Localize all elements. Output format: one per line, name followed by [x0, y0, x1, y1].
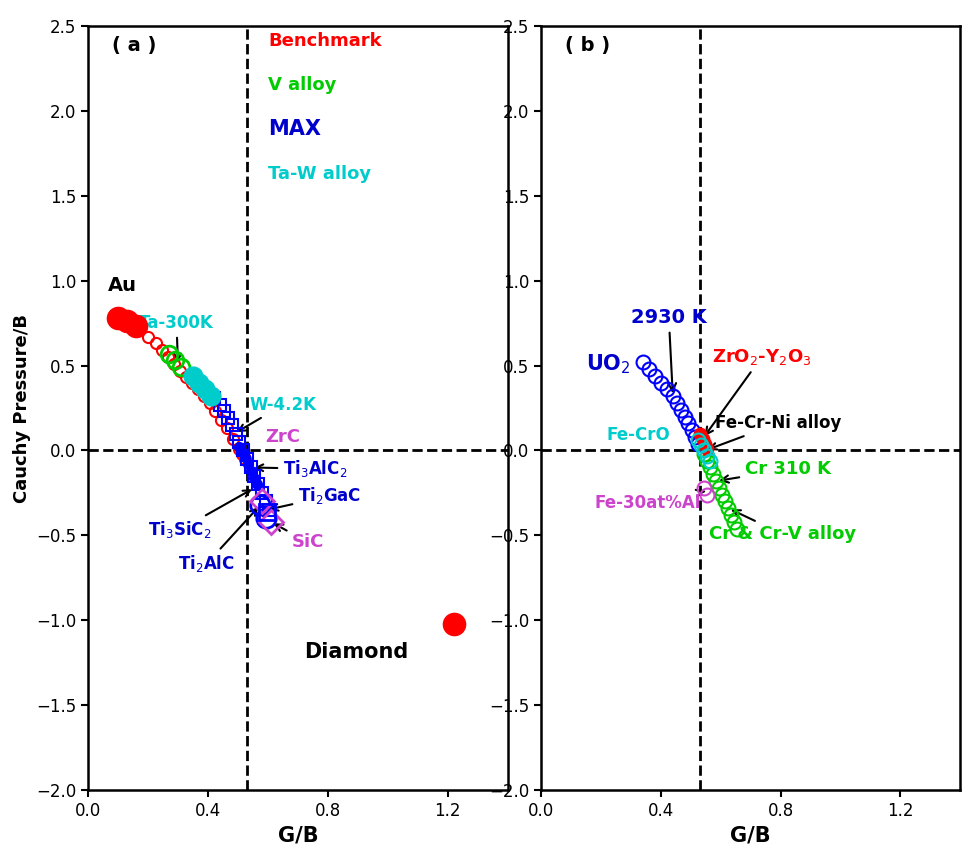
Text: Ti$_2$GaC: Ti$_2$GaC	[271, 485, 361, 510]
Text: Fe-CrO: Fe-CrO	[607, 426, 670, 444]
Text: Fe-Cr-Ni alloy: Fe-Cr-Ni alloy	[710, 414, 841, 449]
Text: Ta-300K: Ta-300K	[139, 314, 214, 361]
Text: Benchmark: Benchmark	[268, 32, 381, 50]
X-axis label: G/B: G/B	[730, 825, 771, 845]
Text: Cr & Cr-V alloy: Cr & Cr-V alloy	[709, 510, 856, 543]
Text: V alloy: V alloy	[268, 76, 336, 94]
Text: Ti$_3$SiC$_2$: Ti$_3$SiC$_2$	[148, 490, 250, 540]
Text: Au: Au	[108, 276, 136, 295]
Text: ZrC: ZrC	[265, 428, 300, 446]
Text: MAX: MAX	[268, 119, 320, 138]
Text: UO$_2$: UO$_2$	[586, 353, 631, 376]
Text: Ti$_3$AlC$_2$: Ti$_3$AlC$_2$	[257, 459, 347, 479]
Text: Fe-30at%Al: Fe-30at%Al	[595, 490, 705, 512]
Text: 2930 K: 2930 K	[631, 308, 707, 391]
Text: ZrO$_2$-Y$_2$O$_3$: ZrO$_2$-Y$_2$O$_3$	[706, 347, 811, 435]
Text: ( b ): ( b )	[565, 36, 611, 55]
Text: Cr 310 K: Cr 310 K	[721, 460, 831, 483]
Text: SiC: SiC	[275, 524, 324, 551]
Text: Diamond: Diamond	[304, 642, 408, 661]
Text: Ta-W alloy: Ta-W alloy	[268, 165, 371, 183]
X-axis label: G/B: G/B	[277, 825, 318, 845]
Text: Ti$_2$AlC: Ti$_2$AlC	[178, 509, 257, 575]
Text: W-4.2K: W-4.2K	[239, 396, 317, 431]
Text: ( a ): ( a )	[112, 36, 157, 55]
Y-axis label: Cauchy Pressure/B: Cauchy Pressure/B	[13, 314, 30, 503]
